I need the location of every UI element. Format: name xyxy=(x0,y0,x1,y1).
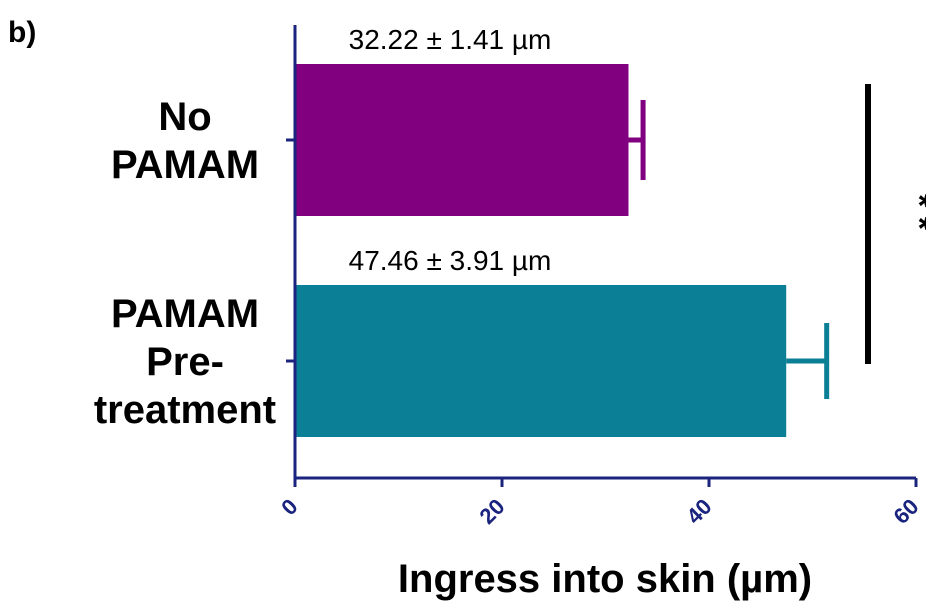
x-tick-label-0: 0 xyxy=(276,494,302,520)
category-label-1-line-2: treatment xyxy=(94,388,276,432)
x-tick-label-1: 20 xyxy=(475,494,510,529)
data-label-0: 32.22 ± 1.41 µm xyxy=(349,24,552,55)
bars-group xyxy=(295,64,787,437)
bar-1 xyxy=(295,285,787,437)
x-tick-label-3: 60 xyxy=(889,494,924,529)
x-tick-label-2: 40 xyxy=(682,494,717,529)
category-label-1-line-1: Pre- xyxy=(146,340,224,384)
significance-stars: * * xyxy=(900,194,926,231)
panel-label: b) xyxy=(8,16,36,49)
error-bars-group xyxy=(628,100,830,399)
x-axis-title: Ingress into skin (µm) xyxy=(398,557,812,601)
data-labels-group: 32.22 ± 1.41 µm 47.46 ± 3.91 µm xyxy=(349,24,552,276)
x-ticks-group: 0 20 40 60 xyxy=(276,478,924,529)
bar-0 xyxy=(295,64,629,216)
data-label-1: 47.46 ± 3.91 µm xyxy=(349,245,552,276)
y-ticks-group xyxy=(286,138,295,363)
category-label-0-line-1: PAMAM xyxy=(111,143,259,187)
category-label-0-line-0: No xyxy=(158,95,211,139)
category-label-1-line-0: PAMAM xyxy=(111,292,259,336)
